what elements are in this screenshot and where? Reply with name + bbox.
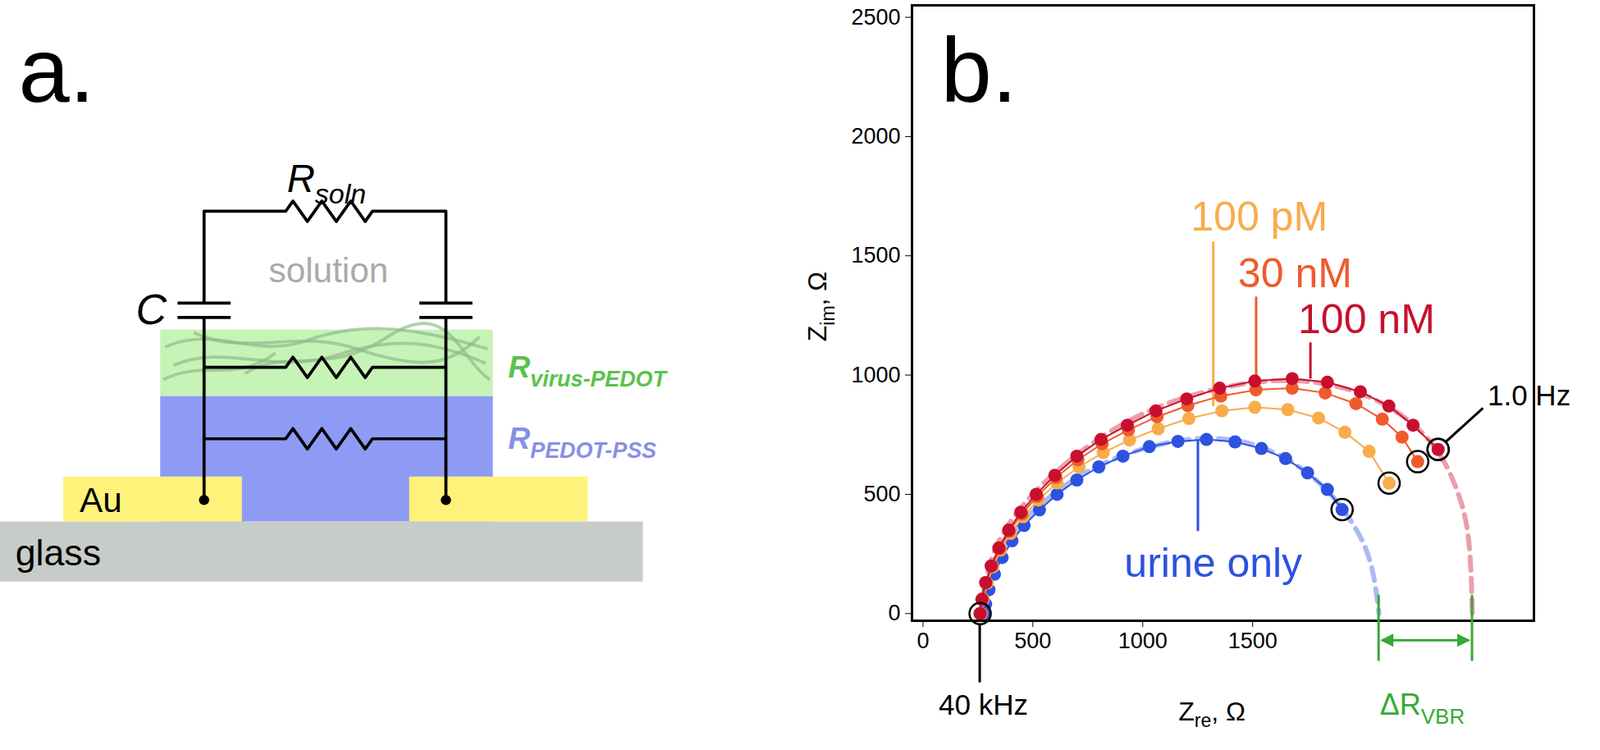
svg-text:Zre, Ω: Zre, Ω bbox=[1178, 696, 1246, 731]
svg-text:0: 0 bbox=[887, 600, 901, 626]
svg-text:30 nM: 30 nM bbox=[1238, 250, 1353, 297]
svg-text:500: 500 bbox=[863, 481, 901, 507]
svg-text:ΔRVBR: ΔRVBR bbox=[1380, 687, 1465, 728]
svg-text:1000: 1000 bbox=[1118, 628, 1168, 654]
svg-text:solution: solution bbox=[269, 251, 389, 290]
svg-text:40 kHz: 40 kHz bbox=[938, 688, 1029, 721]
svg-text:C: C bbox=[135, 285, 167, 334]
svg-text:1000: 1000 bbox=[850, 362, 901, 388]
svg-text:100 nM: 100 nM bbox=[1298, 296, 1436, 343]
svg-text:RPEDOT-PSS: RPEDOT-PSS bbox=[507, 420, 657, 463]
svg-text:Rsoln: Rsoln bbox=[287, 156, 367, 210]
svg-text:Au: Au bbox=[79, 480, 123, 520]
svg-text:a.: a. bbox=[18, 18, 95, 122]
svg-text:1.0 Hz: 1.0 Hz bbox=[1487, 379, 1571, 412]
svg-text:Zim, Ω: Zim, Ω bbox=[802, 271, 839, 343]
svg-text:100 pM: 100 pM bbox=[1190, 193, 1328, 240]
svg-text:glass: glass bbox=[15, 531, 101, 573]
svg-text:urine only: urine only bbox=[1124, 539, 1303, 586]
svg-text:0: 0 bbox=[916, 628, 929, 654]
svg-text:b.: b. bbox=[941, 18, 1018, 122]
svg-text:1500: 1500 bbox=[850, 242, 901, 268]
svg-text:2500: 2500 bbox=[850, 4, 901, 30]
svg-text:1500: 1500 bbox=[1228, 628, 1278, 654]
svg-text:2000: 2000 bbox=[850, 123, 901, 149]
svg-text:500: 500 bbox=[1014, 628, 1052, 654]
svg-text:Rvirus-PEDOT: Rvirus-PEDOT bbox=[507, 349, 668, 392]
